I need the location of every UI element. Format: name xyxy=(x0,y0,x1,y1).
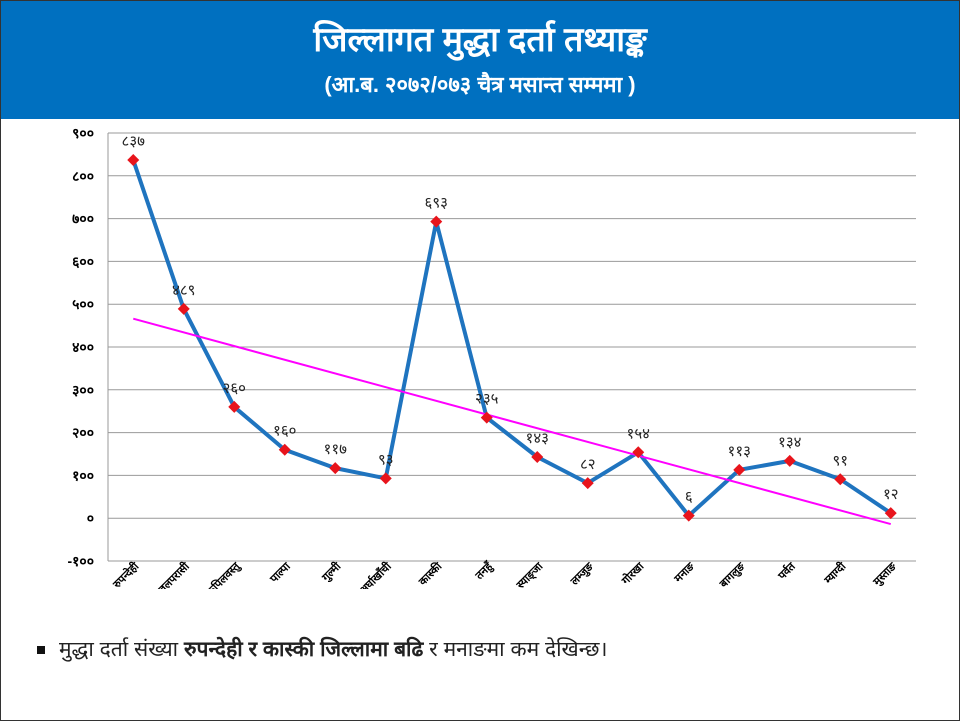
x-tick-label: लम्जुङ xyxy=(568,560,597,589)
x-tick-label: म्याग्दी xyxy=(820,558,849,587)
x-tick-label: बागलुङ xyxy=(717,560,749,589)
value-label: १२ xyxy=(883,486,899,503)
marker xyxy=(632,446,645,459)
marker xyxy=(379,472,392,485)
marker xyxy=(228,400,241,413)
marker xyxy=(783,454,796,467)
value-label: ८२ xyxy=(580,456,596,473)
marker xyxy=(430,215,443,228)
x-tick-label: गुल्मी xyxy=(318,558,345,585)
title: जिल्लागत मुद्धा दर्ता तथ्याङ्क xyxy=(313,21,647,59)
y-tick-label: ८०० xyxy=(72,168,94,184)
y-tick-label: ० xyxy=(87,510,94,526)
y-tick-label: ६०० xyxy=(72,253,94,269)
y-tick-label: १०० xyxy=(72,467,94,483)
value-label: १४३ xyxy=(526,430,549,447)
bullet xyxy=(37,646,45,655)
y-tick-label: ५०० xyxy=(72,296,94,312)
y-tick-label: ७०० xyxy=(72,211,94,227)
note-text: रुपन्देही र कास्की जिल्लामा बढि xyxy=(183,638,424,661)
y-tick-label: ९०० xyxy=(72,125,94,141)
value-label: १३४ xyxy=(778,434,802,451)
y-tick-label: ३०० xyxy=(72,382,94,398)
data-line xyxy=(131,159,892,518)
x-tick-label: मुस्ताङ xyxy=(871,560,901,589)
note: मुद्धा दर्ता संख्या रुपन्देही र कास्की ज… xyxy=(37,635,607,663)
marker xyxy=(480,411,493,424)
value-label: ९३ xyxy=(378,451,394,468)
x-tick-label: कपिलवस्तु xyxy=(202,559,243,589)
marker xyxy=(834,473,847,486)
marker xyxy=(884,507,897,520)
value-label: ६९३ xyxy=(425,195,448,212)
x-tick-label: मनाङ xyxy=(672,560,698,586)
chart: -१०० ० १०० २०० ३०० ४०० ५०० ६०० ७०० ८०० ९०० रुपन्देह… xyxy=(67,125,916,589)
x-tick-label: गोरखा xyxy=(618,558,647,587)
value-label: ११३ xyxy=(728,443,751,460)
x-tick-label: पर्वत xyxy=(774,559,798,583)
value-label: २६० xyxy=(223,380,246,397)
trendline xyxy=(132,317,892,526)
marker xyxy=(177,302,190,315)
x-tick-label: पाल्पा xyxy=(267,560,293,586)
y-tick-label: ४०० xyxy=(72,339,94,355)
x-tick-label: तनहुँ xyxy=(471,558,496,583)
value-label: ११७ xyxy=(324,441,348,458)
marker xyxy=(127,153,140,166)
subtitle: (आ.ब. २०७२/०७३ चैत्र मसान्त सम्ममा ) xyxy=(324,72,636,97)
value-label: १५४ xyxy=(627,425,651,442)
marker xyxy=(733,463,746,476)
value-label: ८३७ xyxy=(122,133,146,150)
x-tick-label: स्याङ्जा xyxy=(514,560,547,589)
x-tick-label: नवलपरासी xyxy=(150,558,192,589)
x-tick-label: रुपन्देही xyxy=(109,558,142,589)
value-label: ४८९ xyxy=(172,282,195,299)
x-tick-label: अर्घाखाँची xyxy=(356,558,395,589)
header: जिल्लागत मुद्धा दर्ता तथ्याङ्क (आ.ब. २०७… xyxy=(1,1,959,119)
note-text: र मनाङमा कम देखिन्छ। xyxy=(423,638,608,661)
value-label: ६ xyxy=(685,489,693,506)
value-label: ९१ xyxy=(832,452,848,469)
marker xyxy=(531,450,544,463)
y-tick-label: २०० xyxy=(72,425,94,441)
value-label: १६० xyxy=(273,423,296,440)
note-text: मुद्धा दर्ता संख्या xyxy=(59,638,184,661)
y-tick-label: -१०० xyxy=(67,553,94,569)
marker xyxy=(329,462,342,475)
value-label: २३५ xyxy=(475,391,499,408)
x-tick-label: कास्की xyxy=(415,558,445,588)
marker xyxy=(278,443,291,456)
marker xyxy=(581,477,594,490)
